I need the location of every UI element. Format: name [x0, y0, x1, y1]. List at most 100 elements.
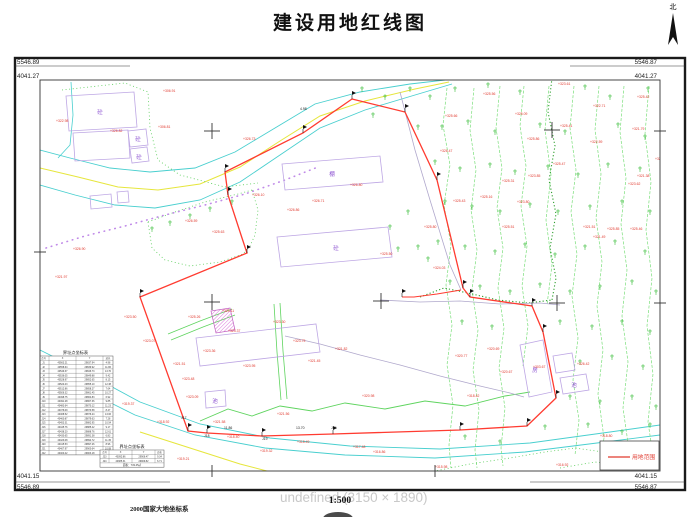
table-cell: 40528.97 — [58, 379, 69, 382]
tree-icon — [583, 84, 587, 88]
table-cell: 29897.26 — [85, 443, 96, 446]
table-cell: 8.47 — [106, 409, 111, 412]
contour-7 — [594, 85, 605, 466]
elevation-label: +320.69 — [487, 347, 499, 351]
orchard-dotted-right — [249, 189, 259, 247]
tree-icon — [498, 209, 502, 213]
tree-icon — [598, 399, 602, 403]
elevation-label: +306.81 — [158, 125, 170, 129]
contour-8 — [619, 85, 630, 451]
elevation-label: +322.59 — [590, 140, 602, 144]
table-cell: 9.85 — [106, 400, 111, 403]
legend-box — [599, 440, 660, 471]
table-cell: 11.86 — [105, 366, 111, 369]
tree-icon — [620, 319, 624, 323]
tree-icon — [606, 162, 610, 166]
building — [276, 226, 393, 268]
elevation-label: +323.36 — [203, 349, 215, 353]
elevation-label: +325.26 — [188, 315, 200, 319]
elevation-label: +325.51 — [502, 225, 514, 229]
path-green-vert-a — [273, 303, 282, 401]
tree-icon — [654, 404, 658, 408]
tree-icon — [498, 439, 502, 443]
tree-icon — [538, 282, 542, 286]
elevation-label: +322.71 — [593, 104, 605, 108]
elevation-label: +320.98 — [362, 394, 374, 398]
table-frame — [40, 355, 114, 456]
contour-9 — [644, 85, 655, 463]
tree-icon — [406, 209, 410, 213]
table-cell: 4.98 — [106, 362, 111, 365]
table-cell: 40536.05 — [58, 374, 69, 377]
tree-icon — [513, 169, 517, 173]
note-line: 2000国家大地坐标系 — [130, 506, 189, 513]
road-yellow-bottom — [139, 431, 269, 471]
table-cell: J9 — [42, 396, 45, 399]
building — [127, 128, 149, 148]
table-cell: 40430.65 — [58, 435, 69, 438]
tree-icon — [383, 94, 387, 98]
table-cell: J12 — [42, 409, 47, 412]
table-cell: J6 — [42, 383, 45, 386]
tree-symbols — [150, 82, 658, 445]
scale-label: 1:500 — [328, 496, 352, 506]
point-label: J18 — [204, 434, 210, 438]
corner-coordinate-label: 4041.15 — [17, 473, 40, 480]
corner-coordinate-label: 4041.15 — [635, 473, 658, 480]
table-footer: 面积：733.45㎡ — [123, 463, 142, 467]
table-cell: J7 — [42, 387, 45, 390]
tree-icon — [543, 424, 547, 428]
point-labels: J17 J18 11.86 13.70 J24 J19 4.98 — [181, 107, 337, 441]
building — [116, 190, 130, 204]
tree-icon — [648, 422, 652, 426]
table-cell: J10 — [42, 400, 47, 403]
map-frame — [13, 56, 687, 492]
tree-icon — [553, 252, 557, 256]
tree-icon — [568, 289, 572, 293]
elevation-label: +321.82 — [335, 347, 347, 351]
elevation-label: +326.73 — [243, 137, 255, 141]
tree-icon — [208, 206, 212, 210]
table-cell: Y — [143, 451, 145, 454]
elevation-label: +316.86 — [373, 450, 385, 454]
elevation-label: +319.37 — [122, 402, 134, 406]
point-label: 11.86 — [224, 426, 232, 430]
tree-icon — [458, 166, 462, 170]
flag-icon — [463, 280, 467, 284]
map-notes: 2000国家大地坐标系 1985国家高程基准，等高距为0.5米 GB/T2025… — [130, 491, 253, 517]
table-cell: J16 — [42, 426, 47, 429]
table-cell: 40476.09 — [58, 409, 69, 412]
tree-icon — [608, 94, 612, 98]
table-cell: J13 — [42, 413, 47, 416]
elevation-label: +323.50 — [124, 315, 136, 319]
elevation-label: +326.90 — [73, 247, 85, 251]
elevation-label: +325.16 — [480, 195, 492, 199]
tree-icon — [546, 164, 550, 168]
building — [281, 155, 384, 191]
elevation-label: +323.37 — [228, 329, 240, 333]
contour-3 — [495, 85, 506, 467]
elevation-label: +326.59 — [185, 219, 197, 223]
table-cell: 29894.72 — [85, 439, 96, 442]
tree-icon — [371, 112, 375, 116]
ditch-cyan-branch — [57, 81, 74, 159]
table-cell: 40512.86 — [58, 387, 69, 390]
elevation-label: +325.41 — [560, 124, 572, 128]
table-cell: J11 — [42, 405, 46, 408]
flag-icon — [352, 91, 356, 95]
hillbase-dotted — [419, 287, 553, 304]
table-cell: 9.34 — [157, 456, 162, 459]
tree-icon — [638, 166, 642, 170]
contour-5 — [544, 85, 553, 306]
elevation-label: +321.47 — [655, 157, 667, 161]
road-cyan-2 — [40, 83, 453, 209]
tree-icon — [646, 86, 650, 90]
elevation-label: +321.49 — [593, 235, 605, 239]
tree-icon — [493, 249, 497, 253]
road-cyan-1 — [40, 80, 446, 173]
contour-6 — [569, 85, 580, 456]
elevation-label: +325.63 — [212, 230, 224, 234]
elevation-label: +325.43 — [453, 199, 465, 203]
tree-icon — [396, 246, 400, 250]
contour-1 — [442, 87, 454, 469]
